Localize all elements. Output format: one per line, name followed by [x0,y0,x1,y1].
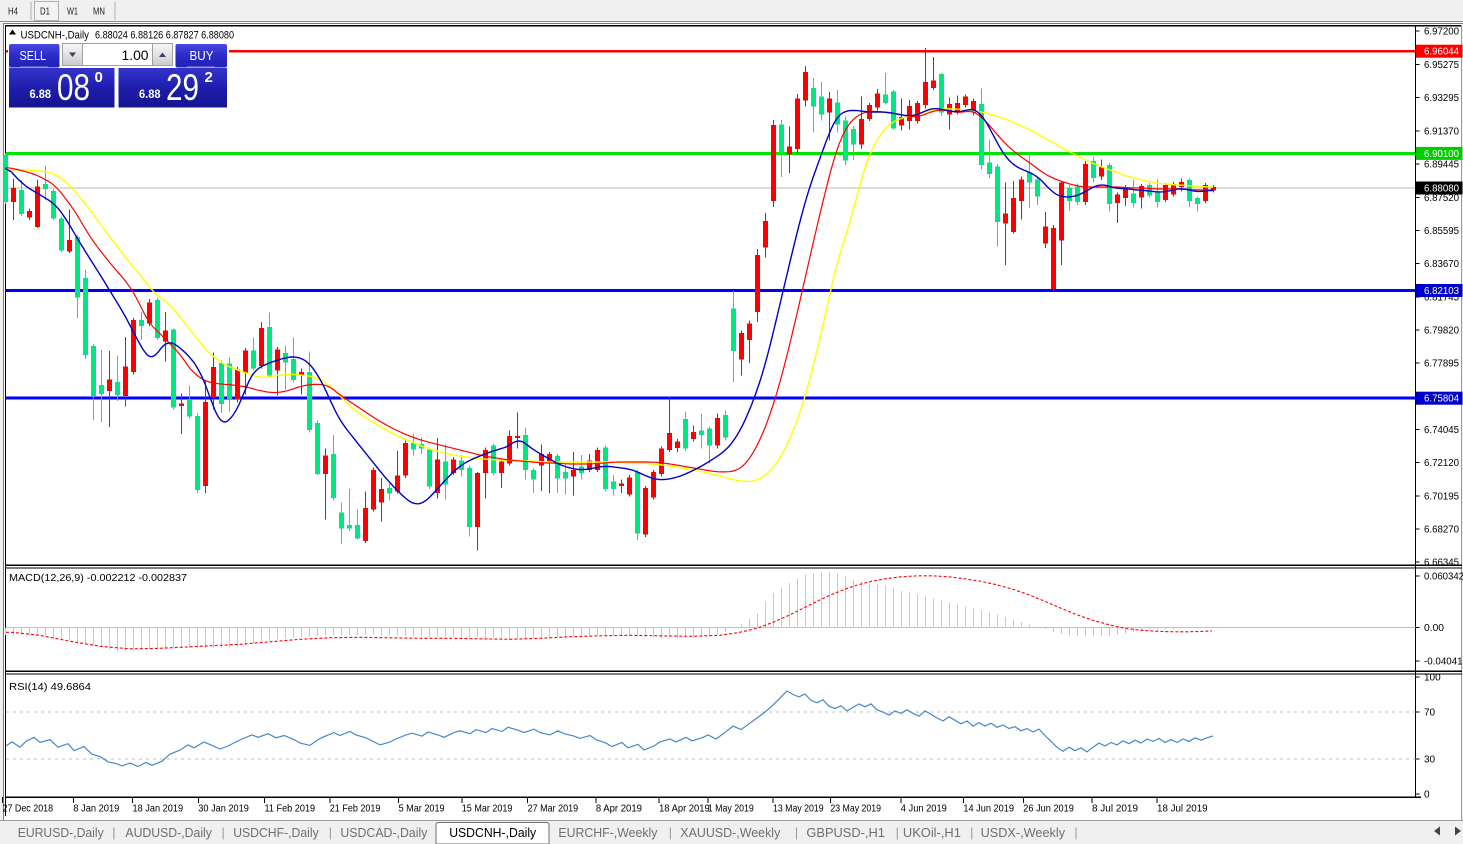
svg-text:|: | [329,826,332,840]
svg-text:0.00: 0.00 [1424,623,1444,634]
svg-text:8 Jan 2019: 8 Jan 2019 [73,804,119,815]
svg-text:6.82103: 6.82103 [1424,286,1459,297]
svg-text:USDCAD-,Daily: USDCAD-,Daily [340,826,428,840]
svg-text:8 Apr 2019: 8 Apr 2019 [596,804,642,815]
svg-text:6.88: 6.88 [139,87,161,101]
svg-text:6.87520: 6.87520 [1424,193,1459,204]
svg-text:USDCNH-,Daily: USDCNH-,Daily [21,30,90,42]
svg-text:1.00: 1.00 [122,47,149,63]
svg-text:6.90100: 6.90100 [1424,149,1459,160]
svg-text:6.88: 6.88 [30,87,52,101]
svg-text:70: 70 [1424,708,1436,719]
svg-text:6.75804: 6.75804 [1424,394,1459,405]
svg-text:-0.040415: -0.040415 [1424,657,1463,668]
svg-text:26 Jun 2019: 26 Jun 2019 [1023,804,1074,815]
svg-text:6.66345: 6.66345 [1424,558,1459,569]
svg-text:6.91370: 6.91370 [1424,126,1459,137]
svg-text:0: 0 [1424,790,1430,801]
svg-text:|: | [222,826,225,840]
svg-text:|: | [896,826,899,840]
svg-text:5 Mar 2019: 5 Mar 2019 [399,804,445,815]
svg-text:14 Jun 2019: 14 Jun 2019 [963,804,1014,815]
svg-text:|: | [1074,826,1077,840]
svg-text:6.93295: 6.93295 [1424,93,1459,104]
svg-text:6.83670: 6.83670 [1424,259,1459,270]
svg-text:11 Feb 2019: 11 Feb 2019 [265,804,316,815]
svg-text:MACD(12,26,9) -0.002212 -0.002: MACD(12,26,9) -0.002212 -0.002837 [9,573,187,584]
svg-text:27 Dec 2018: 27 Dec 2018 [3,804,54,815]
svg-text:23 May 2019: 23 May 2019 [830,804,881,815]
svg-text:6.97200: 6.97200 [1424,27,1459,38]
svg-text:|: | [970,826,973,840]
svg-text:RSI(14) 49.6864: RSI(14) 49.6864 [9,682,91,693]
svg-text:6.70195: 6.70195 [1424,491,1459,502]
svg-text:USDCNH-,Daily: USDCNH-,Daily [449,826,537,840]
svg-text:8 Jul 2019: 8 Jul 2019 [1092,804,1138,815]
svg-text:|: | [669,826,672,840]
svg-text:4 Jun 2019: 4 Jun 2019 [901,804,947,815]
svg-text:18 Jul 2019: 18 Jul 2019 [1157,804,1208,815]
svg-text:08: 08 [57,67,90,108]
svg-text:AUDUSD-,Daily: AUDUSD-,Daily [125,826,212,840]
svg-text:0: 0 [95,69,103,86]
svg-text:13 May 2019: 13 May 2019 [773,804,824,815]
svg-text:USDX-,Weekly: USDX-,Weekly [981,826,1066,840]
svg-text:18 Apr 2019: 18 Apr 2019 [659,804,710,815]
svg-text:30 Jan 2019: 30 Jan 2019 [198,804,249,815]
svg-text:6.77895: 6.77895 [1424,359,1459,370]
svg-text:BUY: BUY [190,49,215,63]
svg-text:6.79820: 6.79820 [1424,326,1459,337]
svg-text:GBPUSD-,H1: GBPUSD-,H1 [806,826,885,840]
svg-text:6.89445: 6.89445 [1424,160,1459,171]
svg-text:|: | [112,826,115,840]
svg-text:6.88080: 6.88080 [1424,184,1459,195]
svg-text:1 May 2019: 1 May 2019 [708,804,754,815]
svg-text:6.96044: 6.96044 [1424,47,1459,58]
svg-text:6.74045: 6.74045 [1424,425,1459,436]
svg-text:H4: H4 [8,6,18,18]
svg-text:0.060342: 0.060342 [1424,571,1463,582]
svg-text:30: 30 [1424,754,1436,765]
svg-text:2: 2 [205,69,213,86]
svg-text:UKOil-,H1: UKOil-,H1 [903,826,961,840]
svg-text:6.81745: 6.81745 [1424,292,1459,303]
svg-text:100: 100 [1424,673,1441,684]
svg-text:15 Mar 2019: 15 Mar 2019 [462,804,513,815]
svg-text:21 Feb 2019: 21 Feb 2019 [330,804,381,815]
svg-text:MN: MN [93,6,105,18]
svg-text:6.72120: 6.72120 [1424,458,1459,469]
svg-text:18 Jan 2019: 18 Jan 2019 [133,804,184,815]
svg-text:D1: D1 [40,6,50,18]
svg-text:6.88024 6.88126 6.87827 6.8808: 6.88024 6.88126 6.87827 6.88080 [95,30,234,42]
svg-text:6.85595: 6.85595 [1424,226,1459,237]
svg-text:EURUSD-,Daily: EURUSD-,Daily [18,826,105,840]
svg-text:EURCHF-,Weekly: EURCHF-,Weekly [558,826,658,840]
svg-text:27 Mar 2019: 27 Mar 2019 [528,804,579,815]
svg-text:|: | [795,826,798,840]
svg-text:XAUUSD-,Weekly: XAUUSD-,Weekly [680,826,781,840]
svg-text:W1: W1 [67,6,78,18]
svg-text:SELL: SELL [20,49,47,63]
svg-text:6.68270: 6.68270 [1424,525,1459,536]
svg-text:USDCHF-,Daily: USDCHF-,Daily [233,826,319,840]
svg-text:29: 29 [166,67,199,108]
svg-text:6.95275: 6.95275 [1424,60,1459,71]
